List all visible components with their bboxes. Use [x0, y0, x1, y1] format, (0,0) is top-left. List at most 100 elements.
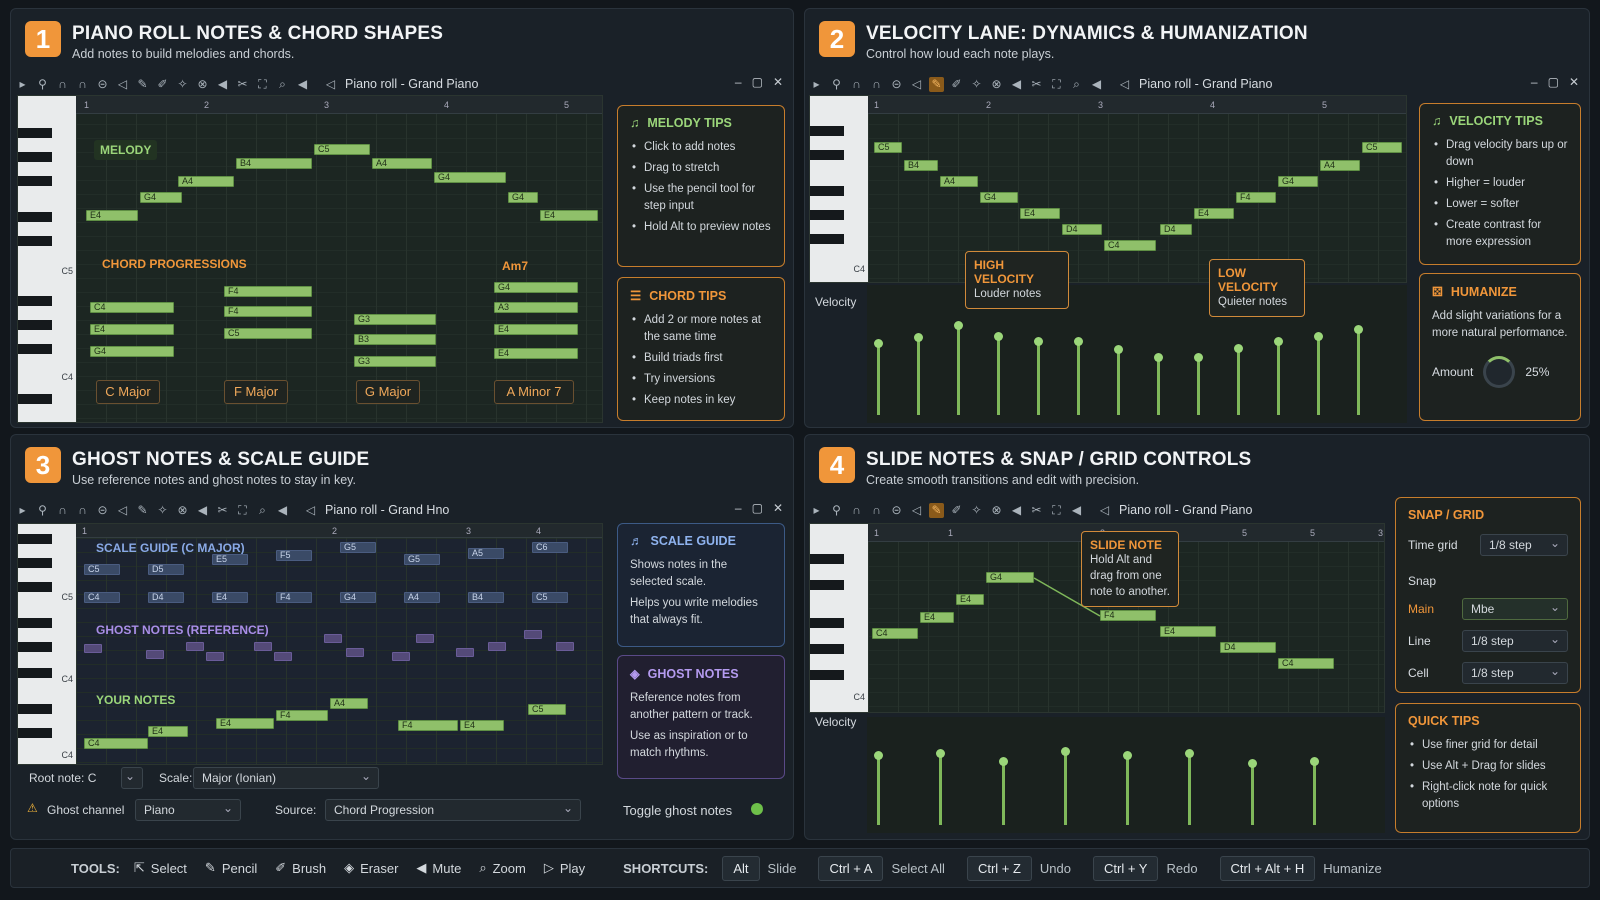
- select-icon[interactable]: ✧: [177, 77, 188, 91]
- magnet-icon[interactable]: ∩: [58, 503, 67, 517]
- fullscreen-icon[interactable]: ⛶: [1052, 502, 1061, 517]
- magnet-icon[interactable]: ∩: [78, 503, 87, 517]
- note[interactable]: G4: [494, 282, 578, 293]
- brush-tool[interactable]: ✐ Brush: [275, 860, 327, 876]
- note-grid[interactable]: 1 2 3 4 5 MELODY E4 G4 A4 B4 C5 A4 G4 G4…: [76, 96, 602, 422]
- piano-keyboard[interactable]: C4: [810, 524, 868, 712]
- maximize-icon[interactable]: ▢: [751, 75, 763, 89]
- velocity-lane[interactable]: [867, 717, 1385, 833]
- close-icon[interactable]: ✕: [772, 501, 783, 515]
- velocity-bar[interactable]: [1194, 353, 1203, 415]
- volume-icon[interactable]: ◀: [277, 503, 288, 517]
- timeline-ruler[interactable]: 1 2 3 4 5: [868, 96, 1406, 114]
- circle-icon[interactable]: ⊝: [891, 77, 902, 91]
- play-arrow-icon[interactable]: ▸: [19, 503, 26, 517]
- slice-icon[interactable]: ✂: [1031, 503, 1042, 517]
- zoom-icon[interactable]: ⌕: [279, 76, 286, 91]
- play-tool[interactable]: ▷ Play: [543, 860, 586, 876]
- note[interactable]: C4: [90, 302, 174, 313]
- line-snap-select[interactable]: 1/8 step: [1462, 630, 1568, 652]
- note-grid[interactable]: 1 2 3 4 5 C5 B4 A4 G4 E4 D4 C4 D4 E4 F4 …: [868, 96, 1406, 282]
- velocity-bar[interactable]: [1234, 344, 1243, 415]
- piano-keyboard[interactable]: C5 C4 C4: [18, 524, 76, 764]
- note[interactable]: G4: [434, 172, 506, 183]
- close-icon[interactable]: ✕: [1568, 75, 1579, 89]
- pencil-icon[interactable]: ✎: [137, 77, 148, 91]
- velocity-bar[interactable]: [874, 751, 883, 825]
- chord-g-major-button[interactable]: G Major: [356, 380, 420, 404]
- slice-icon[interactable]: ✂: [217, 503, 228, 517]
- magnet-icon[interactable]: ∩: [78, 77, 87, 91]
- note[interactable]: F4: [1236, 192, 1276, 203]
- root-note-select[interactable]: [121, 767, 143, 789]
- select-icon[interactable]: ✧: [971, 503, 982, 517]
- velocity-bar[interactable]: [1060, 747, 1070, 825]
- timeline-ruler[interactable]: 1 2 3 4: [76, 524, 602, 538]
- note[interactable]: G3: [354, 314, 436, 325]
- volume-icon[interactable]: ◀: [297, 77, 308, 91]
- mute-icon[interactable]: ◀: [1011, 77, 1022, 91]
- velocity-bar[interactable]: [998, 757, 1008, 825]
- speaker-icon[interactable]: ◁: [911, 77, 922, 91]
- note[interactable]: G3: [354, 356, 436, 367]
- play-arrow-icon[interactable]: ▸: [813, 503, 820, 517]
- note[interactable]: C5: [314, 144, 370, 155]
- close-icon[interactable]: ✕: [772, 75, 783, 89]
- note[interactable]: E4: [460, 720, 504, 731]
- scale-select[interactable]: Major (Ionian): [193, 767, 379, 789]
- select-icon[interactable]: ✧: [971, 77, 982, 91]
- note[interactable]: F4: [1100, 610, 1156, 621]
- note[interactable]: B4: [904, 160, 938, 171]
- velocity-bar[interactable]: [954, 321, 963, 415]
- pencil-tool[interactable]: ✎ Pencil: [204, 860, 258, 876]
- mute-tool[interactable]: ◀ Mute: [416, 860, 462, 876]
- magnet-icon[interactable]: ∩: [872, 503, 881, 517]
- note[interactable]: D4: [1062, 224, 1102, 235]
- delete-icon[interactable]: ⊗: [197, 77, 208, 91]
- brush-icon[interactable]: ✐: [157, 77, 168, 91]
- wrench-icon[interactable]: ⚲: [38, 77, 47, 91]
- eraser-tool[interactable]: ◈ Eraser: [344, 860, 399, 876]
- note[interactable]: E4: [216, 718, 274, 729]
- fullscreen-icon[interactable]: ⛶: [1052, 76, 1061, 91]
- magnet-icon[interactable]: ∩: [872, 77, 881, 91]
- speaker-icon[interactable]: ◁: [117, 503, 128, 517]
- wrench-icon[interactable]: ⚲: [832, 77, 841, 91]
- note[interactable]: G4: [140, 192, 182, 203]
- velocity-bar[interactable]: [1123, 751, 1132, 825]
- note[interactable]: A4: [330, 698, 368, 709]
- velocity-bar[interactable]: [1034, 337, 1043, 415]
- toggle-ghost-notes[interactable]: [751, 803, 763, 815]
- maximize-icon[interactable]: ▢: [1547, 75, 1559, 89]
- note[interactable]: F4: [398, 720, 458, 731]
- note[interactable]: D4: [1160, 224, 1192, 235]
- note[interactable]: G4: [508, 192, 538, 203]
- select-tool[interactable]: ⇱ Select: [133, 860, 187, 876]
- source-select[interactable]: Chord Progression: [325, 799, 581, 821]
- delete-icon[interactable]: ⊗: [991, 503, 1002, 517]
- ghost-channel-select[interactable]: Piano: [135, 799, 241, 821]
- note[interactable]: E4: [956, 594, 984, 605]
- delete-icon[interactable]: ⊗: [177, 503, 188, 517]
- pencil-icon[interactable]: ✎: [929, 76, 944, 92]
- velocity-bar[interactable]: [874, 339, 883, 415]
- minimize-icon[interactable]: –: [734, 501, 742, 515]
- note[interactable]: E4: [920, 612, 954, 623]
- note[interactable]: C4: [1278, 658, 1334, 669]
- minimize-icon[interactable]: –: [1530, 75, 1538, 89]
- velocity-bar[interactable]: [914, 333, 923, 415]
- fullscreen-icon[interactable]: ⛶: [258, 76, 267, 91]
- zoom-icon[interactable]: ⌕: [259, 502, 266, 517]
- note[interactable]: F4: [224, 306, 312, 317]
- chord-a-minor-7-button[interactable]: A Minor 7: [494, 380, 574, 404]
- magnet-icon[interactable]: ∩: [852, 77, 861, 91]
- volume-icon[interactable]: ◀: [1071, 503, 1082, 517]
- note[interactable]: C4: [84, 738, 148, 749]
- circle-icon[interactable]: ⊝: [891, 503, 902, 517]
- note-grid[interactable]: 1 1 3 5 5 3 C4 E4 E4 G4 F4 E4 D4 C4: [868, 524, 1384, 712]
- magnet-icon[interactable]: ∩: [852, 503, 861, 517]
- chord-f-major-button[interactable]: F Major: [224, 380, 288, 404]
- velocity-bar[interactable]: [1154, 353, 1163, 415]
- note[interactable]: A4: [1320, 160, 1360, 171]
- note-grid[interactable]: 1 2 3 4 SCALE GUIDE (C MAJOR) C5 D5 E5 F5 G5…: [76, 524, 602, 764]
